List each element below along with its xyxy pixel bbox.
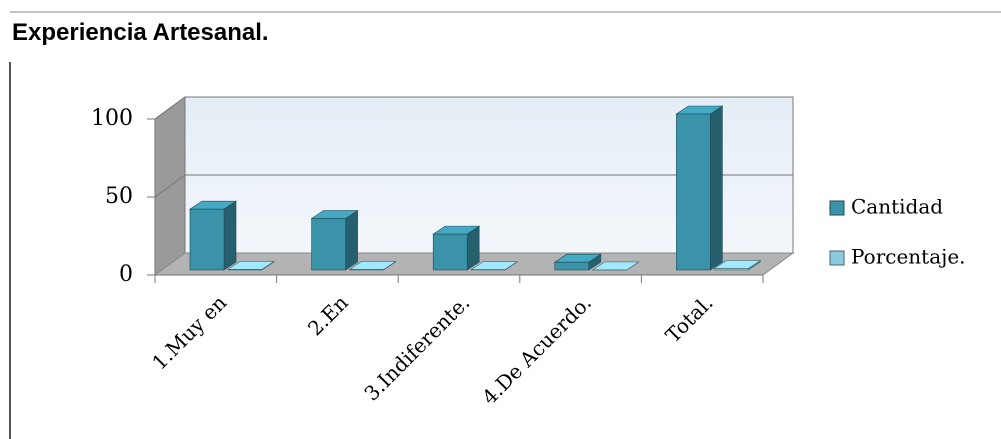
y-tick-label: 50 — [105, 184, 133, 209]
y-tick-label: 100 — [91, 106, 133, 131]
grid-line — [154, 174, 186, 198]
bar — [432, 233, 468, 271]
bar-side — [345, 209, 358, 271]
x-tick-label: 2.En — [303, 290, 353, 340]
bar-side — [710, 105, 723, 271]
legend-swatch — [829, 200, 845, 216]
bar — [676, 113, 711, 271]
bar — [311, 218, 346, 271]
x-tick-label: 4.De Acuerdo. — [477, 290, 596, 409]
x-tick-label: Total. — [661, 290, 718, 347]
x-tick-label: 1.Muy en — [147, 290, 231, 374]
legend-label: Cantidad — [851, 195, 943, 219]
x-tick-label: 3.Indiferente. — [359, 290, 474, 405]
grid-line — [154, 96, 186, 120]
bar — [714, 268, 749, 271]
bar — [349, 269, 384, 271]
bar — [227, 269, 263, 271]
bar-side — [223, 200, 237, 271]
bar — [554, 261, 590, 271]
chart-title: Experiencia Artesanal. — [12, 19, 269, 46]
bar — [189, 208, 225, 271]
legend-swatch — [829, 250, 845, 266]
y-tick-label: 0 — [119, 262, 133, 287]
legend-label: Porcentaje. — [851, 245, 966, 269]
